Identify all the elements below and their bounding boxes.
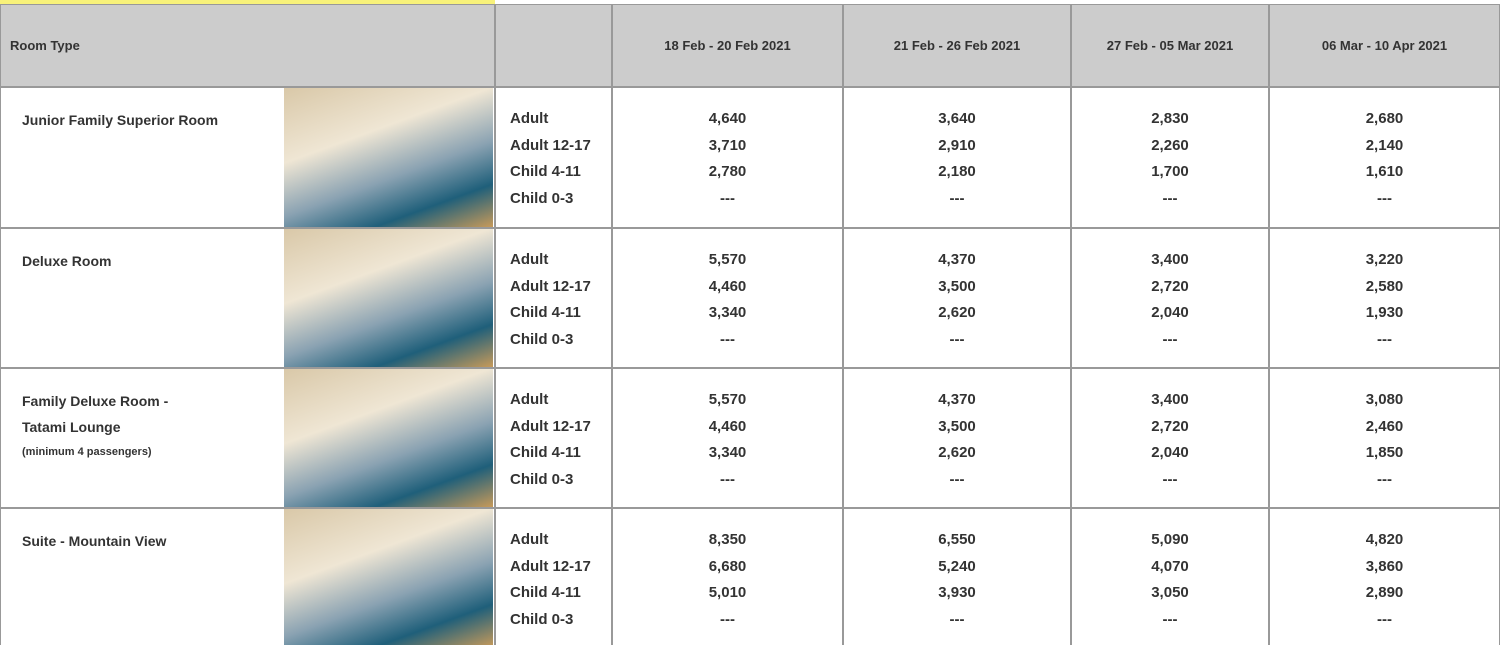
price: 2,910 <box>843 133 1071 160</box>
price: 3,340 <box>612 440 843 467</box>
guest-type: Adult 12-17 <box>510 414 591 441</box>
price: 2,180 <box>843 159 1071 186</box>
price: --- <box>843 607 1071 634</box>
header-date: 18 Feb - 20 Feb 2021 <box>612 4 843 87</box>
price: 6,680 <box>612 554 843 581</box>
price: 4,070 <box>1071 554 1269 581</box>
price: 5,010 <box>612 580 843 607</box>
guest-type: Adult 12-17 <box>510 554 591 581</box>
guest-type: Adult <box>510 247 548 274</box>
guest-type: Adult <box>510 527 548 554</box>
price: 3,640 <box>843 106 1071 133</box>
price: 3,220 <box>1269 247 1500 274</box>
room-name: Family Deluxe Room - Tatami Lounge <box>22 388 212 440</box>
price: 3,710 <box>612 133 843 160</box>
price: --- <box>1269 467 1500 494</box>
price: 2,460 <box>1269 414 1500 441</box>
price: 4,460 <box>612 414 843 441</box>
price: --- <box>843 186 1071 213</box>
guest-type: Child 0-3 <box>510 186 573 213</box>
price: 4,640 <box>612 106 843 133</box>
price: --- <box>612 467 843 494</box>
price: 2,680 <box>1269 106 1500 133</box>
price: 3,500 <box>843 414 1071 441</box>
guest-type: Adult <box>510 387 548 414</box>
header-date: 06 Mar - 10 Apr 2021 <box>1269 4 1500 87</box>
room-photo <box>284 88 493 227</box>
room-name: Suite - Mountain View <box>22 528 277 554</box>
price: 8,350 <box>612 527 843 554</box>
price: --- <box>1071 467 1269 494</box>
guest-type: Child 4-11 <box>510 440 581 467</box>
price: 3,930 <box>843 580 1071 607</box>
guest-type: Child 4-11 <box>510 159 581 186</box>
guest-type: Child 4-11 <box>510 580 581 607</box>
room-name: Deluxe Room <box>22 248 277 274</box>
guest-type: Adult 12-17 <box>510 274 591 301</box>
header-cell <box>495 4 612 87</box>
price: 1,700 <box>1071 159 1269 186</box>
guest-type: Child 0-3 <box>510 327 573 354</box>
price: 4,370 <box>843 247 1071 274</box>
price: --- <box>1269 327 1500 354</box>
price: 3,080 <box>1269 387 1500 414</box>
guest-type: Adult <box>510 106 548 133</box>
price: --- <box>1269 186 1500 213</box>
header-room-type: Room Type <box>10 4 80 87</box>
price: 5,570 <box>612 247 843 274</box>
price: --- <box>1071 327 1269 354</box>
price: 1,610 <box>1269 159 1500 186</box>
price: 2,040 <box>1071 440 1269 467</box>
price: 1,850 <box>1269 440 1500 467</box>
price: 3,340 <box>612 300 843 327</box>
price: 2,140 <box>1269 133 1500 160</box>
price: 3,400 <box>1071 387 1269 414</box>
price: 2,720 <box>1071 274 1269 301</box>
price: 4,820 <box>1269 527 1500 554</box>
price: 1,930 <box>1269 300 1500 327</box>
price: --- <box>612 327 843 354</box>
price: --- <box>612 607 843 634</box>
price: --- <box>612 186 843 213</box>
price: 3,050 <box>1071 580 1269 607</box>
page: Room Type 18 Feb - 20 Feb 202121 Feb - 26… <box>0 0 1503 645</box>
room-photo <box>284 229 493 367</box>
room-photo <box>284 369 493 507</box>
price: --- <box>843 467 1071 494</box>
price: 4,460 <box>612 274 843 301</box>
guest-type: Child 4-11 <box>510 300 581 327</box>
price: 3,500 <box>843 274 1071 301</box>
header-date: 21 Feb - 26 Feb 2021 <box>843 4 1071 87</box>
price: --- <box>1269 607 1500 634</box>
room-name: Junior Family Superior Room <box>22 107 277 133</box>
price: 2,830 <box>1071 106 1269 133</box>
price: 2,040 <box>1071 300 1269 327</box>
price: --- <box>1071 607 1269 634</box>
price: --- <box>843 327 1071 354</box>
price: 2,890 <box>1269 580 1500 607</box>
guest-type: Child 0-3 <box>510 607 573 634</box>
price: 5,570 <box>612 387 843 414</box>
price: 5,240 <box>843 554 1071 581</box>
header-date: 27 Feb - 05 Mar 2021 <box>1071 4 1269 87</box>
price: 2,620 <box>843 440 1071 467</box>
room-note: (minimum 4 passengers) <box>22 446 152 458</box>
room-photo <box>284 509 493 645</box>
price: 2,580 <box>1269 274 1500 301</box>
price: --- <box>1071 186 1269 213</box>
guest-type: Child 0-3 <box>510 467 573 494</box>
price: 3,860 <box>1269 554 1500 581</box>
price: 2,780 <box>612 159 843 186</box>
price: 3,400 <box>1071 247 1269 274</box>
price: 5,090 <box>1071 527 1269 554</box>
price: 2,260 <box>1071 133 1269 160</box>
price: 6,550 <box>843 527 1071 554</box>
price: 2,720 <box>1071 414 1269 441</box>
price: 4,370 <box>843 387 1071 414</box>
price: 2,620 <box>843 300 1071 327</box>
guest-type: Adult 12-17 <box>510 133 591 160</box>
